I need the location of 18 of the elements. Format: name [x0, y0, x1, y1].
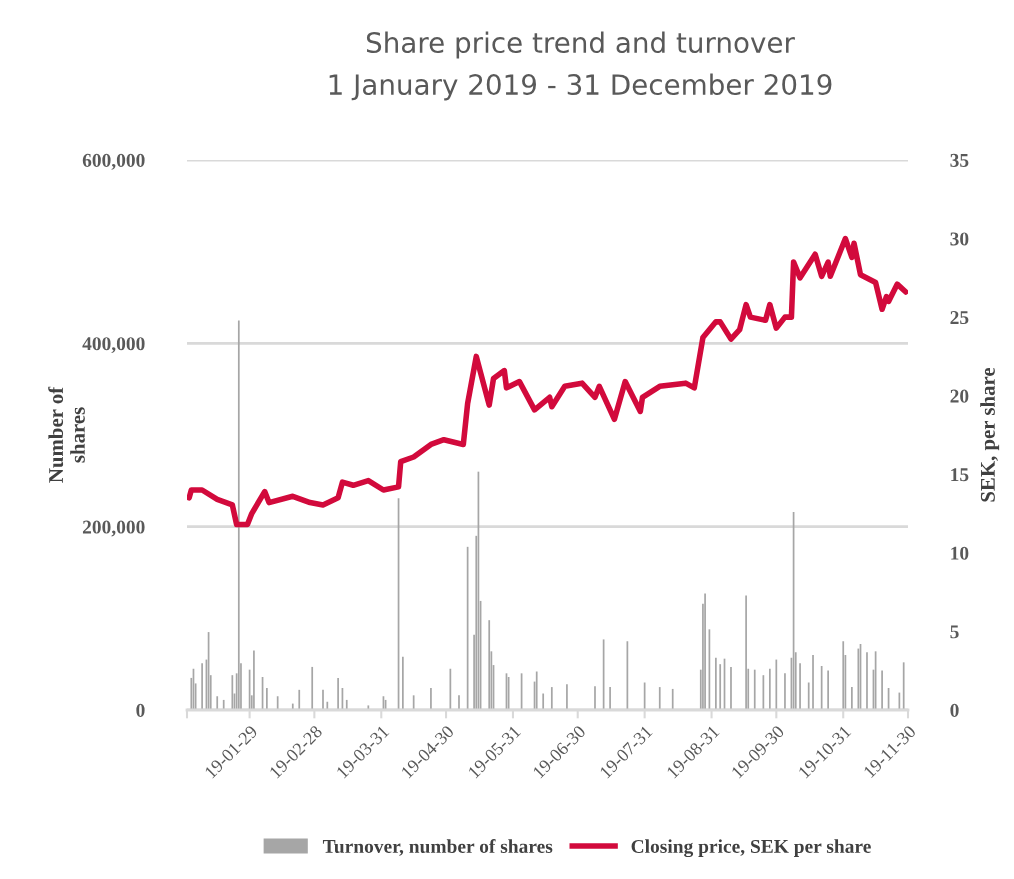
y2-tick-label: 10 [951, 546, 969, 560]
y2-tick-label: 35 [950, 153, 969, 167]
y2-tick-label: 0 [950, 703, 959, 717]
y-tick-label: 200,000 [82, 520, 145, 537]
y-tick-label: 0 [136, 703, 145, 717]
y2-tick-label: 30 [950, 232, 969, 246]
y2-axis-title: SEK, per share [980, 367, 1000, 502]
y-tick-label: 400,000 [82, 337, 145, 354]
y2-tick-label: 25 [950, 311, 969, 325]
y-axis-title: Number of shares [48, 386, 85, 483]
y2-tick-label: 20 [950, 389, 969, 403]
chart-subtitle: 1 January 2019 - 31 December 2019 [329, 73, 832, 101]
y2-tick-label: 15 [951, 468, 969, 482]
chart-title: Share price trend and turnover [366, 31, 795, 59]
y2-tick-label: 5 [950, 625, 959, 639]
legend-label: Closing price, SEK per share [631, 839, 871, 858]
legend-label: Turnover, number of shares [322, 839, 553, 856]
y-tick-label: 600,000 [82, 153, 145, 170]
